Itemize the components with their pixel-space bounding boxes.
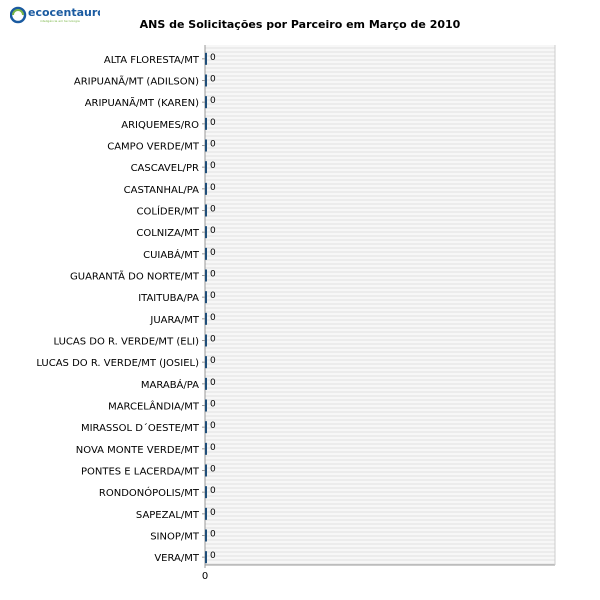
- data-bar: [205, 399, 207, 412]
- category-label: JUARA/MT: [149, 315, 199, 326]
- category-label: COLNIZA/MT: [136, 228, 200, 239]
- category-label: CUIABÁ/MT: [143, 248, 200, 261]
- value-label: 0: [210, 118, 216, 128]
- logo-name: ecocentauro: [28, 6, 100, 19]
- data-bar: [205, 377, 207, 390]
- category-label: LUCAS DO R. VERDE/MT (ELI): [54, 337, 200, 348]
- value-label: 0: [210, 400, 216, 410]
- category-label: ARIPUANÃ/MT (ADILSON): [74, 75, 199, 88]
- data-bar: [205, 52, 207, 65]
- value-label: 0: [210, 291, 216, 301]
- data-bar: [205, 204, 207, 217]
- data-bar: [205, 139, 207, 152]
- category-label: MIRASSOL D´OESTE/MT: [81, 422, 200, 434]
- category-label: SINOP/MT: [150, 532, 200, 543]
- plot-background: [205, 45, 555, 565]
- data-bar: [205, 529, 207, 542]
- category-label: CASTANHAL/PA: [124, 185, 200, 196]
- value-label: 0: [210, 530, 216, 540]
- data-bar: [205, 291, 207, 304]
- category-label: ITAITUBA/PA: [138, 293, 199, 304]
- data-bar: [205, 551, 207, 564]
- value-label: 0: [210, 551, 216, 561]
- data-bar: [205, 74, 207, 87]
- category-label: RONDONÓPOLIS/MT: [99, 486, 200, 499]
- value-label: 0: [210, 183, 216, 193]
- category-label: COLÍDER/MT: [137, 205, 200, 218]
- category-label: NOVA MONTE VERDE/MT: [76, 445, 200, 456]
- category-label: GUARANTÃ DO NORTE/MT: [70, 270, 200, 283]
- ecocentauro-logo: ecocentauro inteligência em tecnologia: [10, 6, 100, 24]
- value-label: 0: [210, 443, 216, 453]
- category-label: ARIPUANÃ/MT (KAREN): [85, 96, 199, 109]
- value-label: 0: [210, 161, 216, 171]
- data-bar: [205, 486, 207, 499]
- data-bar: [205, 182, 207, 195]
- value-label: 0: [210, 75, 216, 85]
- data-bar: [205, 421, 207, 434]
- data-bar: [205, 442, 207, 455]
- value-label: 0: [210, 465, 216, 475]
- data-bar: [205, 161, 207, 174]
- value-label: 0: [210, 486, 216, 496]
- category-label: ALTA FLORESTA/MT: [104, 55, 200, 66]
- x-tick-label: 0: [202, 571, 208, 582]
- value-label: 0: [210, 378, 216, 388]
- value-label: 0: [210, 335, 216, 345]
- data-bar: [205, 356, 207, 369]
- data-bar: [205, 507, 207, 520]
- data-bar: [205, 247, 207, 260]
- data-bar: [205, 117, 207, 130]
- data-bar: [205, 96, 207, 109]
- value-label: 0: [210, 313, 216, 323]
- plot-area: ALTA FLORESTA/MT 0 ARIPUANÃ/MT (ADILSON) 0 A…: [36, 45, 556, 582]
- value-label: 0: [210, 421, 216, 431]
- category-label: PONTES E LACERDA/MT: [81, 467, 200, 478]
- value-label: 0: [210, 248, 216, 258]
- value-label: 0: [210, 96, 216, 106]
- category-label: LUCAS DO R. VERDE/MT (JOSIEL): [36, 358, 199, 369]
- data-bar: [205, 269, 207, 282]
- category-label: CAMPO VERDE/MT: [107, 142, 200, 153]
- value-label: 0: [210, 508, 216, 518]
- value-label: 0: [210, 270, 216, 280]
- data-bar: [205, 464, 207, 477]
- value-label: 0: [210, 53, 216, 63]
- category-label: SAPEZAL/MT: [136, 510, 200, 521]
- category-label: ARIQUEMES/RO: [121, 120, 199, 131]
- category-label: CASCAVEL/PR: [131, 163, 199, 174]
- value-label: 0: [210, 205, 216, 215]
- value-label: 0: [210, 356, 216, 366]
- data-bar: [205, 334, 207, 347]
- category-label: VERA/MT: [154, 553, 200, 564]
- logo-tagline: inteligência em tecnologia: [40, 19, 80, 23]
- logo-mark-icon: [10, 6, 27, 24]
- value-label: 0: [210, 140, 216, 150]
- value-label: 0: [210, 226, 216, 236]
- chart-title: ANS de Solicitações por Parceiro em Març…: [140, 18, 461, 31]
- category-label: MARCELÂNDIA/MT: [108, 400, 200, 413]
- data-bar: [205, 226, 207, 239]
- category-label: MARABÁ/PA: [141, 378, 199, 391]
- data-bar: [205, 312, 207, 325]
